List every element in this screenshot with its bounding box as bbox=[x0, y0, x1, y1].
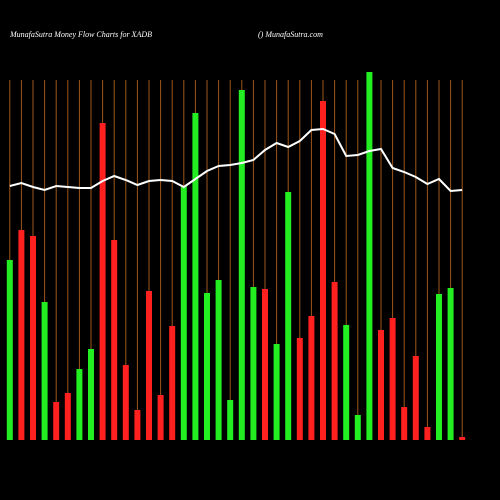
bar bbox=[76, 369, 83, 440]
bar bbox=[412, 356, 419, 440]
bar bbox=[111, 240, 118, 440]
bar bbox=[238, 90, 245, 440]
bar bbox=[122, 365, 129, 440]
bar bbox=[436, 294, 442, 440]
chart-subtitle: () MunafaSutra.com bbox=[258, 30, 323, 39]
bar bbox=[262, 289, 268, 440]
bar bbox=[378, 330, 384, 440]
bar bbox=[389, 318, 396, 440]
bar bbox=[157, 395, 164, 440]
bar bbox=[169, 326, 176, 440]
bar bbox=[366, 72, 373, 440]
bar bbox=[134, 410, 141, 440]
bar bbox=[192, 113, 199, 440]
bar bbox=[99, 123, 106, 440]
bar bbox=[273, 344, 280, 440]
bar bbox=[331, 282, 338, 440]
bar bbox=[204, 293, 210, 440]
bar bbox=[401, 407, 408, 440]
bar bbox=[6, 260, 13, 440]
bar bbox=[285, 192, 292, 440]
bar bbox=[88, 349, 94, 440]
bar bbox=[424, 427, 431, 440]
bar bbox=[447, 288, 454, 440]
bar bbox=[30, 236, 36, 440]
bar bbox=[18, 230, 25, 440]
money-flow-line bbox=[9, 127, 463, 193]
bar bbox=[227, 400, 234, 440]
bar bbox=[308, 316, 315, 440]
bar bbox=[180, 186, 187, 440]
bar bbox=[41, 302, 48, 440]
bar bbox=[215, 280, 222, 440]
bar bbox=[250, 287, 257, 440]
bar bbox=[296, 338, 303, 440]
chart-title: MunafaSutra Money Flow Charts for XADB bbox=[9, 30, 152, 39]
bar bbox=[53, 402, 60, 440]
bar bbox=[146, 291, 152, 440]
bar bbox=[354, 415, 361, 440]
bar bbox=[320, 101, 326, 440]
bar bbox=[64, 393, 71, 440]
bar bbox=[459, 437, 466, 440]
bar bbox=[343, 325, 350, 440]
